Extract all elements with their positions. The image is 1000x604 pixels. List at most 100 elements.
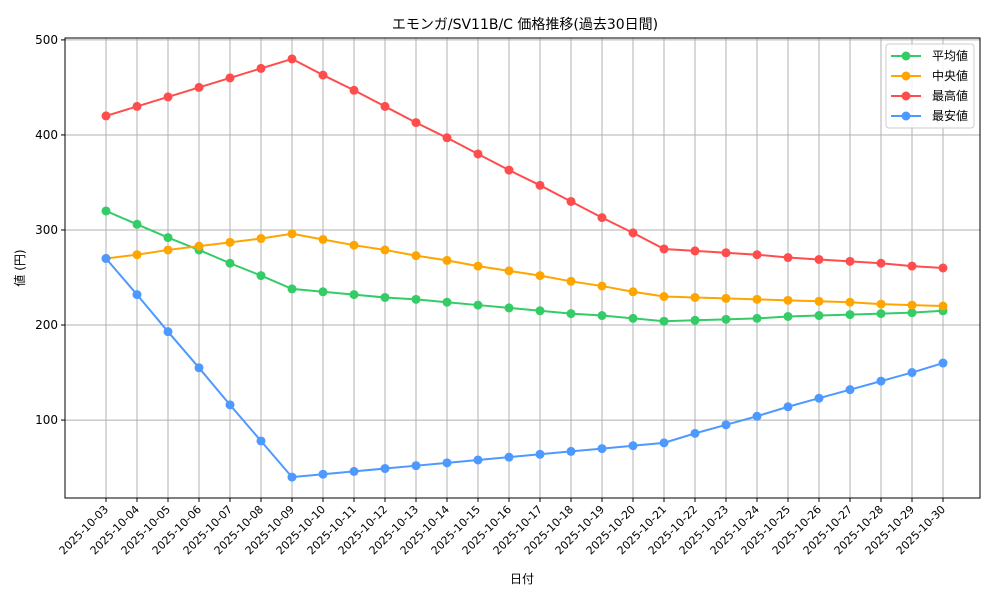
legend-marker-icon — [901, 111, 911, 121]
data-point — [907, 308, 917, 318]
series-line — [105, 257, 944, 479]
data-point — [721, 314, 731, 324]
data-point — [442, 133, 452, 143]
data-point — [225, 73, 235, 83]
data-point — [411, 294, 421, 304]
data-point — [814, 311, 824, 321]
data-point — [566, 196, 576, 206]
data-point — [783, 295, 793, 305]
y-tick-label: 500 — [35, 33, 58, 47]
legend-label: 最高値 — [932, 88, 968, 103]
series-中央値 — [101, 229, 948, 311]
data-point — [566, 276, 576, 286]
data-point — [535, 180, 545, 190]
series-最安値 — [101, 253, 948, 482]
data-point — [814, 296, 824, 306]
data-point — [783, 402, 793, 412]
data-point — [194, 363, 204, 373]
data-point — [349, 85, 359, 95]
data-point — [380, 464, 390, 474]
data-point — [349, 240, 359, 250]
data-point — [690, 246, 700, 256]
legend-marker-icon — [901, 91, 911, 101]
data-point — [101, 111, 111, 121]
data-point — [473, 149, 483, 159]
data-point — [163, 327, 173, 337]
data-point — [752, 250, 762, 260]
y-tick-label: 400 — [35, 128, 58, 142]
data-point — [349, 290, 359, 300]
data-point — [876, 299, 886, 309]
data-point — [256, 63, 266, 73]
data-point — [938, 263, 948, 273]
data-point — [132, 290, 142, 300]
data-point — [597, 311, 607, 321]
series-line — [105, 232, 944, 308]
data-point — [256, 436, 266, 446]
legend-label: 平均値 — [932, 48, 968, 63]
legend-label: 中央値 — [932, 68, 968, 83]
data-point — [442, 458, 452, 468]
x-axis-label: 日付 — [510, 572, 534, 586]
data-point — [659, 292, 669, 302]
data-point — [132, 219, 142, 229]
data-point — [535, 271, 545, 281]
grid-lines — [65, 38, 980, 498]
data-point — [287, 284, 297, 294]
data-point — [845, 310, 855, 320]
series-最高値 — [101, 54, 948, 273]
data-point — [411, 251, 421, 261]
data-point — [783, 311, 793, 321]
data-point — [566, 309, 576, 319]
data-point — [814, 254, 824, 264]
data-point — [349, 466, 359, 476]
data-point — [566, 446, 576, 456]
y-axis-label: 値 (円) — [12, 249, 27, 286]
data-point — [783, 253, 793, 263]
data-point — [845, 297, 855, 307]
data-point — [504, 165, 514, 175]
data-point — [845, 256, 855, 266]
data-point — [752, 294, 762, 304]
data-point — [132, 250, 142, 260]
data-point — [721, 248, 731, 258]
legend-marker-icon — [901, 71, 911, 81]
data-point — [659, 244, 669, 254]
data-point — [690, 292, 700, 302]
data-point — [473, 300, 483, 310]
data-point — [597, 444, 607, 454]
legend-box — [885, 43, 975, 129]
legend-marker-icon — [901, 51, 911, 61]
legend-label: 最安値 — [932, 108, 968, 123]
data-point — [411, 118, 421, 128]
data-point — [380, 245, 390, 255]
legend-item: 平均値 — [891, 48, 968, 63]
data-point — [442, 297, 452, 307]
data-point — [380, 292, 390, 302]
chart-title: エモンガ/SV11B/C 価格推移(過去30日間) — [392, 17, 658, 33]
data-point — [690, 428, 700, 438]
data-point — [473, 455, 483, 465]
data-point — [132, 101, 142, 111]
data-point — [225, 258, 235, 268]
data-point — [287, 229, 297, 239]
data-point — [101, 253, 111, 263]
data-point — [318, 469, 328, 479]
data-point — [194, 82, 204, 92]
data-point — [628, 441, 638, 451]
data-point — [907, 368, 917, 378]
data-point — [938, 301, 948, 311]
data-point — [876, 258, 886, 268]
data-point — [907, 261, 917, 271]
data-point — [752, 411, 762, 421]
legend-item: 最高値 — [891, 88, 968, 103]
data-point — [473, 261, 483, 271]
data-point — [380, 101, 390, 111]
data-point — [659, 316, 669, 326]
y-tick-label: 300 — [35, 223, 58, 237]
data-point — [225, 400, 235, 410]
data-point — [163, 245, 173, 255]
series-line — [105, 57, 944, 269]
data-point — [721, 420, 731, 430]
